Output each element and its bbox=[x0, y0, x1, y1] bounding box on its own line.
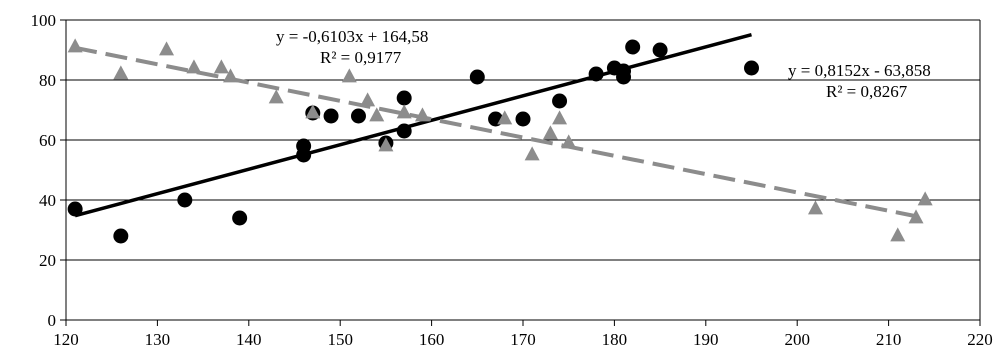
y-tick-label: 0 bbox=[48, 311, 57, 330]
x-tick-label: 120 bbox=[53, 330, 79, 349]
x-tick-label: 130 bbox=[145, 330, 171, 349]
data-point-circle bbox=[515, 111, 531, 127]
trendline-series-2 bbox=[74, 45, 926, 221]
x-tick-label: 160 bbox=[419, 330, 445, 349]
data-point-triangle bbox=[305, 104, 321, 119]
data-point-circle bbox=[67, 201, 83, 217]
data-point-triangle bbox=[213, 59, 229, 74]
x-tick-label: 140 bbox=[236, 330, 262, 349]
data-point-triangle bbox=[223, 68, 239, 83]
trendlines bbox=[74, 32, 926, 221]
y-tick-label: 60 bbox=[39, 131, 56, 150]
data-point-triangle bbox=[159, 41, 175, 56]
data-point-circle bbox=[232, 210, 248, 226]
y-tick-labels: 0 20 40 60 80 100 bbox=[31, 11, 57, 330]
y-tick-label: 100 bbox=[31, 11, 57, 30]
data-point-circle bbox=[396, 90, 412, 106]
data-point-triangle bbox=[524, 146, 540, 161]
x-tick-label: 200 bbox=[784, 330, 810, 349]
data-point-circle bbox=[396, 123, 412, 139]
data-point-triangle bbox=[917, 191, 933, 206]
data-point-triangle bbox=[807, 200, 823, 215]
data-point-triangle bbox=[396, 104, 412, 119]
x-tick-label: 170 bbox=[510, 330, 536, 349]
data-point-triangle bbox=[414, 107, 430, 122]
data-point-triangle bbox=[67, 38, 83, 53]
y-tick-label: 20 bbox=[39, 251, 56, 270]
trendline-series-1 bbox=[74, 32, 752, 218]
data-point-circle bbox=[552, 93, 568, 109]
x-tick-labels: 120 130 140 150 160 170 180 190 200 210 220 bbox=[53, 330, 993, 349]
data-point-triangle bbox=[552, 110, 568, 125]
x-tick-label: 190 bbox=[693, 330, 719, 349]
data-point-triangle bbox=[378, 137, 394, 152]
data-point-triangle bbox=[341, 68, 357, 83]
data-point-triangle bbox=[890, 227, 906, 242]
data-points bbox=[67, 38, 933, 244]
data-point-circle bbox=[177, 192, 193, 208]
data-point-circle bbox=[323, 108, 339, 124]
data-point-circle bbox=[744, 60, 759, 76]
axes bbox=[60, 19, 981, 326]
y-tick-label: 80 bbox=[39, 71, 56, 90]
data-point-circle bbox=[652, 42, 668, 58]
data-point-triangle bbox=[369, 107, 385, 122]
data-point-triangle bbox=[113, 65, 129, 80]
data-point-triangle bbox=[561, 134, 577, 149]
data-point-circle bbox=[588, 66, 604, 82]
y-tick-label: 40 bbox=[39, 191, 56, 210]
x-tick-label: 180 bbox=[602, 330, 628, 349]
equation-label-series-2: y = -0,6103x + 164,58 bbox=[276, 27, 428, 46]
data-point-triangle bbox=[186, 59, 202, 74]
grid-lines bbox=[66, 19, 980, 321]
data-point-triangle bbox=[542, 125, 558, 140]
data-point-circle bbox=[625, 39, 641, 55]
data-point-circle bbox=[296, 138, 312, 154]
x-tick-label: 220 bbox=[967, 330, 993, 349]
data-point-circle bbox=[350, 108, 366, 124]
x-tick-label: 210 bbox=[876, 330, 902, 349]
data-point-triangle bbox=[497, 110, 513, 125]
data-point-circle bbox=[469, 69, 485, 85]
r2-label-series-2: R² = 0,9177 bbox=[320, 48, 402, 67]
data-point-triangle bbox=[268, 89, 284, 104]
data-point-triangle bbox=[360, 92, 376, 107]
r2-label-series-1: R² = 0,8267 bbox=[826, 82, 908, 101]
data-point-circle bbox=[616, 63, 632, 79]
x-tick-label: 150 bbox=[327, 330, 353, 349]
data-point-triangle bbox=[908, 209, 924, 224]
data-point-circle bbox=[113, 228, 129, 244]
equation-label-series-1: y = 0,8152x - 63,858 bbox=[788, 61, 931, 80]
